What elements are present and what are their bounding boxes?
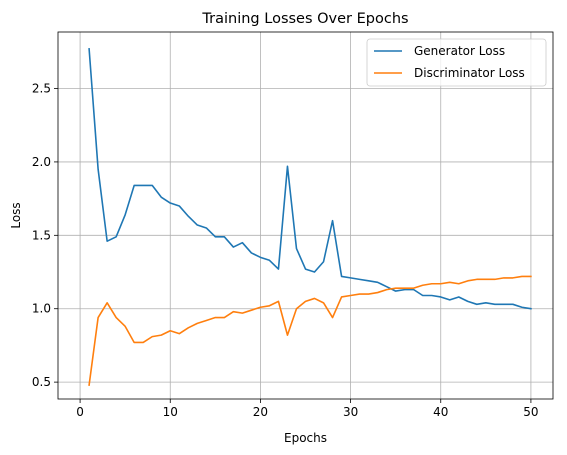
y-tick-label: 1.0 xyxy=(32,302,51,316)
y-tick-label: 2.0 xyxy=(32,155,51,169)
legend-label-generator-loss: Generator Loss xyxy=(414,44,505,58)
y-tick-label: 2.5 xyxy=(32,82,51,96)
x-axis-label: Epochs xyxy=(284,431,327,445)
x-tick-label: 0 xyxy=(76,405,84,419)
series-lines xyxy=(88,48,532,386)
legend: Generator Loss Discriminator Loss xyxy=(366,38,547,87)
plot-frame xyxy=(57,31,554,400)
legend-box xyxy=(366,38,547,87)
generator-loss-line xyxy=(88,48,532,310)
x-axis: 0 10 20 30 40 50 xyxy=(76,399,539,419)
discriminator-loss-line xyxy=(88,275,532,386)
grid xyxy=(58,32,553,399)
x-tick-label: 40 xyxy=(433,405,448,419)
legend-label-discriminator-loss: Discriminator Loss xyxy=(414,66,525,80)
y-tick-label: 0.5 xyxy=(32,375,51,389)
x-tick-label: 20 xyxy=(253,405,268,419)
y-tick-label: 1.5 xyxy=(32,228,51,242)
x-tick-label: 10 xyxy=(163,405,178,419)
y-axis: 0.5 1.0 1.5 2.0 2.5 xyxy=(32,82,58,389)
x-tick-label: 50 xyxy=(523,405,538,419)
chart-title: Training Losses Over Epochs xyxy=(201,11,408,27)
y-axis-label: Loss xyxy=(9,202,23,228)
x-tick-label: 30 xyxy=(343,405,358,419)
